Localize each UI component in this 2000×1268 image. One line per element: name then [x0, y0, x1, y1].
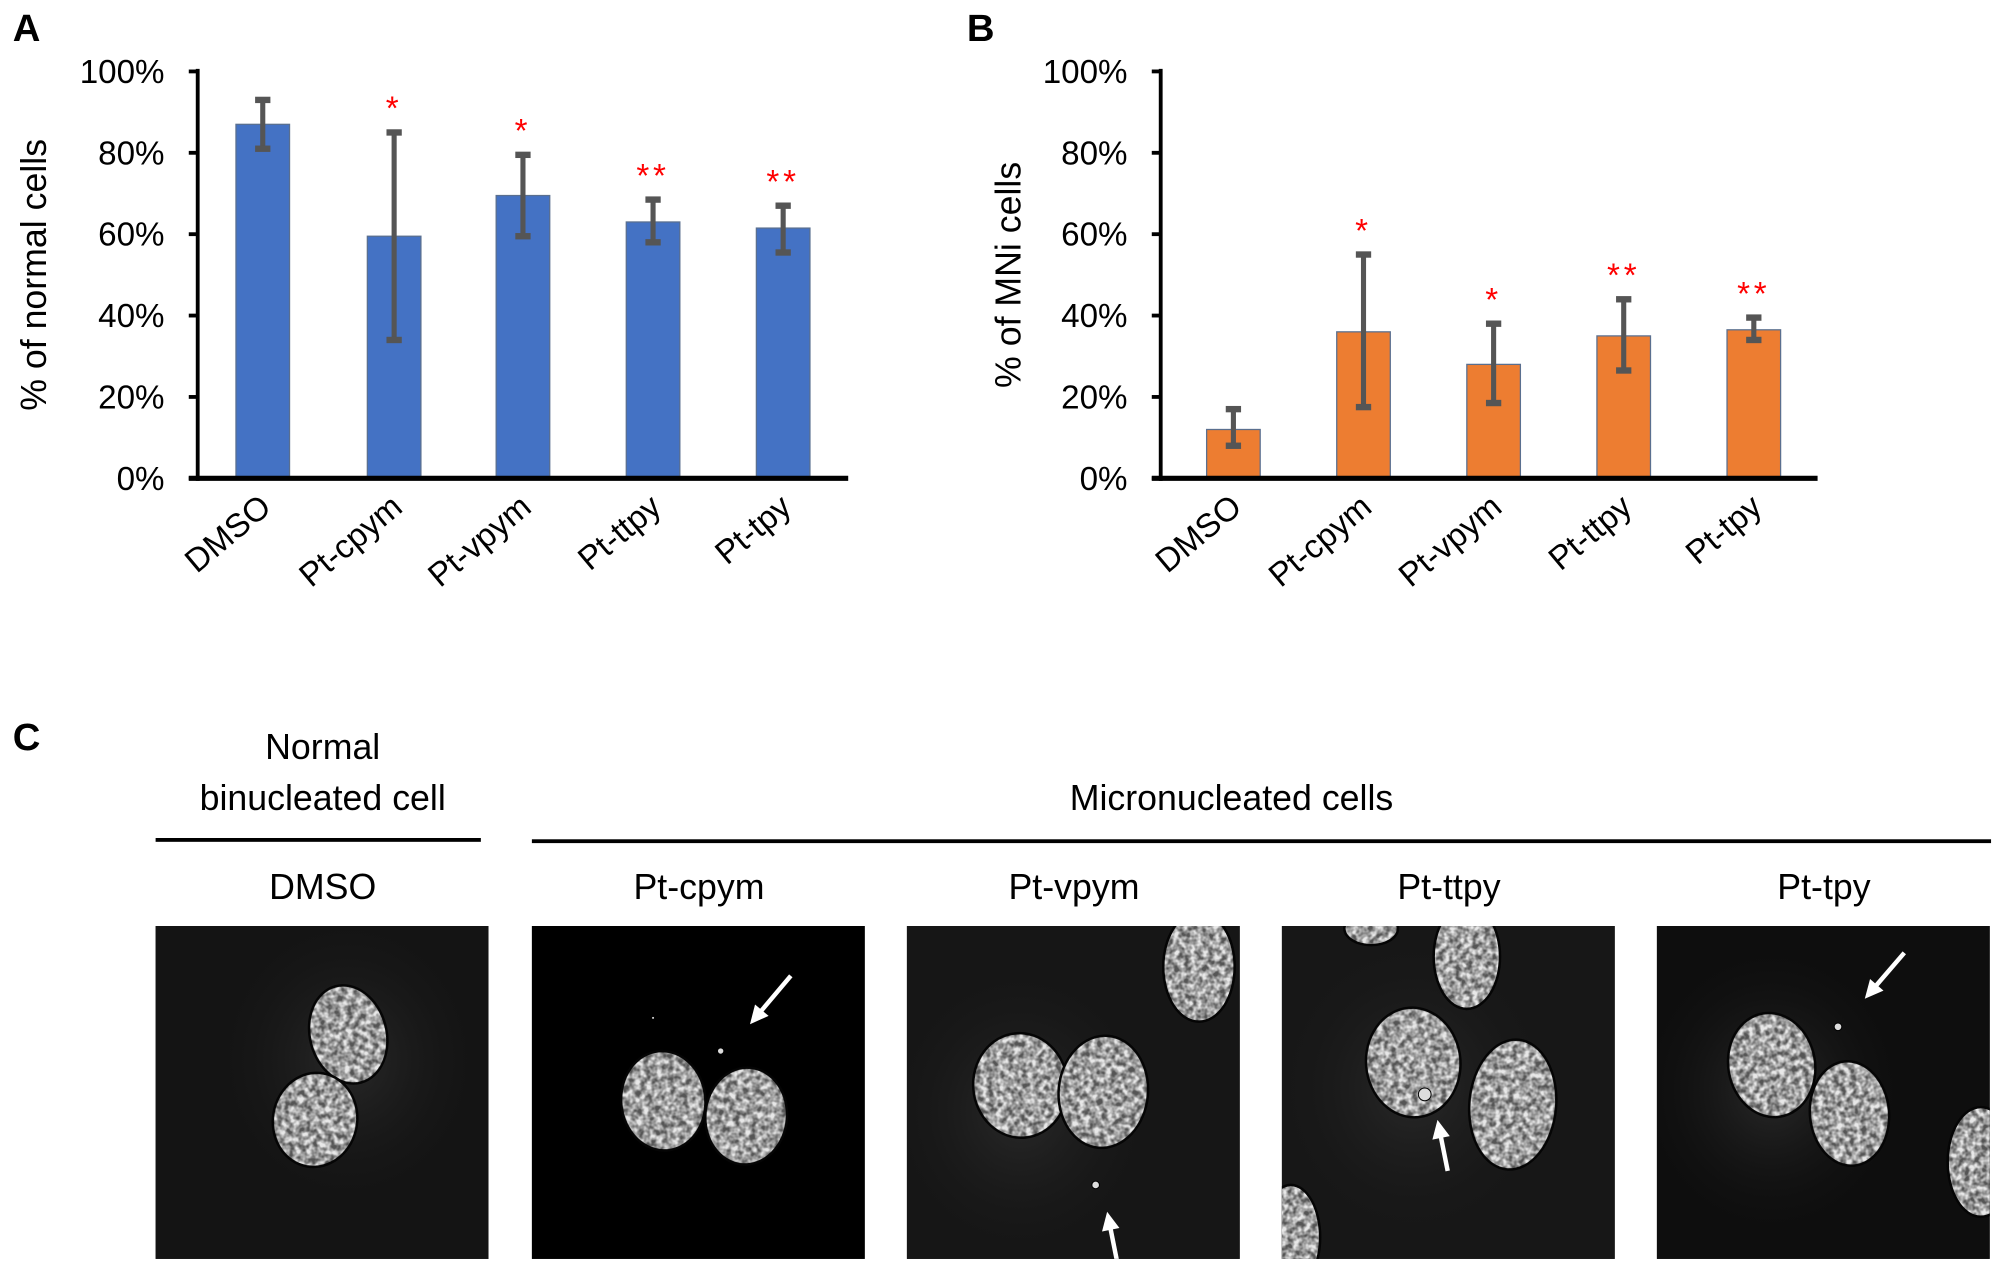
y-tick-label: 0%: [117, 461, 165, 498]
significance-marker: **: [766, 164, 799, 201]
nucleus: [1432, 926, 1502, 1011]
y-tick-label: 60%: [98, 217, 164, 254]
bar: [1726, 329, 1782, 479]
panel-letter: A: [13, 7, 41, 50]
nucleus: [1726, 1011, 1817, 1119]
image-label: Pt-vpym: [1008, 867, 1140, 907]
nucleus-texture: [1281, 1186, 1319, 1259]
x-tick-label: Pt-tpy: [708, 488, 798, 572]
y-tick-label: 40%: [98, 298, 164, 335]
x-tick-label: Pt-cpym: [293, 488, 410, 595]
image-label: Pt-cpym: [633, 867, 765, 907]
nucleus: [1808, 1060, 1891, 1167]
significance-marker: *: [515, 113, 532, 150]
panel-c-letter: C: [12, 716, 41, 759]
nucleus: [704, 1066, 789, 1166]
x-tick-label: DMSO: [178, 488, 278, 580]
x-tick-label: Pt-vpym: [1392, 488, 1509, 595]
nucleus: [1946, 1105, 1990, 1219]
y-axis-label: % of normal cells: [14, 139, 54, 411]
arrow-shaft-icon: [1869, 951, 1907, 993]
nucleus-texture: [1367, 1008, 1460, 1117]
significance-marker: *: [1355, 213, 1372, 250]
nucleus-texture: [1811, 1062, 1888, 1165]
y-tick-label: 100%: [80, 54, 165, 91]
nucleus-texture: [310, 986, 387, 1083]
nucleus: [1364, 1006, 1462, 1119]
micronucleus: [651, 1015, 656, 1020]
arrow-head-icon: [1432, 1119, 1450, 1140]
y-tick-label: 100%: [1043, 54, 1128, 91]
nucleus-texture: [1164, 926, 1234, 1021]
y-tick-label: 20%: [1061, 379, 1127, 416]
arrow-head-icon: [1864, 978, 1884, 999]
x-tick-label: Pt-ttpy: [571, 488, 669, 578]
bar: [235, 123, 291, 479]
nucleus: [1161, 926, 1236, 1023]
normal-divider: [155, 838, 481, 842]
arrow-head-icon: [749, 1004, 769, 1025]
micronucleus: [1091, 1180, 1100, 1190]
y-tick-label: 60%: [1061, 217, 1127, 254]
nucleus-texture: [1470, 1040, 1556, 1169]
image-label: DMSO: [269, 867, 377, 907]
nucleus: [307, 984, 389, 1085]
x-tick-label: DMSO: [1149, 488, 1249, 580]
micrograph: [531, 926, 865, 1259]
image-label: Pt-tpy: [1777, 867, 1871, 907]
nucleus-texture: [274, 1074, 357, 1166]
x-tick-label: Pt-tpy: [1679, 488, 1769, 572]
image-label: Pt-ttpy: [1397, 867, 1501, 907]
nucleus: [971, 1031, 1069, 1139]
nucleus-texture: [1345, 926, 1397, 944]
bar: [625, 221, 681, 479]
significance-marker: **: [1737, 276, 1770, 313]
y-tick-label: 20%: [98, 379, 164, 416]
y-tick-label: 80%: [1061, 135, 1127, 172]
nucleus: [619, 1049, 707, 1152]
normal-header-line1: Normal: [265, 727, 381, 767]
panel-letter: B: [967, 7, 995, 50]
nucleus-texture: [1059, 1037, 1147, 1147]
nucleus-texture: [1729, 1014, 1815, 1116]
y-tick-label: 0%: [1080, 461, 1128, 498]
x-tick-label: Pt-ttpy: [1542, 488, 1640, 578]
micronucleated-divider: [531, 839, 1992, 844]
micrograph: [906, 926, 1240, 1259]
micronucleus: [1417, 1087, 1432, 1102]
significance-marker: **: [1607, 258, 1640, 295]
nucleus-texture: [974, 1034, 1067, 1137]
arrow-shaft-icon: [754, 974, 793, 1018]
micrograph: [1281, 926, 1615, 1259]
arrow-head-icon: [1102, 1211, 1120, 1232]
nucleus: [1343, 926, 1400, 947]
x-tick-label: Pt-vpym: [421, 488, 538, 595]
bar: [755, 227, 811, 479]
significance-marker: *: [1485, 282, 1502, 319]
significance-marker: **: [636, 158, 669, 195]
nucleus-texture: [706, 1068, 786, 1164]
micronucleus: [1833, 1022, 1843, 1032]
x-tick-label: Pt-cpym: [1262, 488, 1379, 595]
micronucleated-header: Micronucleated cells: [1069, 778, 1394, 818]
micrograph: [1656, 926, 1990, 1259]
chart-a: A % of normal cells 0% 20% 40% 60% 80% 100% DMSO…: [13, 7, 849, 595]
nucleus-texture: [622, 1052, 705, 1150]
micronucleus: [716, 1047, 725, 1055]
normal-header-line2: binucleated cell: [199, 778, 446, 818]
nucleus-texture: [1948, 1108, 1990, 1216]
micrograph: [155, 926, 489, 1259]
significance-marker: *: [386, 91, 403, 128]
y-tick-label: 80%: [98, 135, 164, 172]
nucleus-texture: [1434, 926, 1499, 1008]
normal-header: Normal binucleated cell: [156, 722, 490, 824]
nucleus: [1057, 1034, 1150, 1150]
nucleus: [1281, 1183, 1322, 1259]
y-axis-label: % of MNi cells: [988, 162, 1028, 388]
nucleus: [271, 1071, 359, 1169]
chart-b: B % of MNi cells 0% 20% 40% 60% 80% 100% DMSO * Pt…: [967, 7, 1818, 595]
nucleus: [1467, 1038, 1558, 1171]
y-tick-label: 40%: [1061, 298, 1127, 335]
